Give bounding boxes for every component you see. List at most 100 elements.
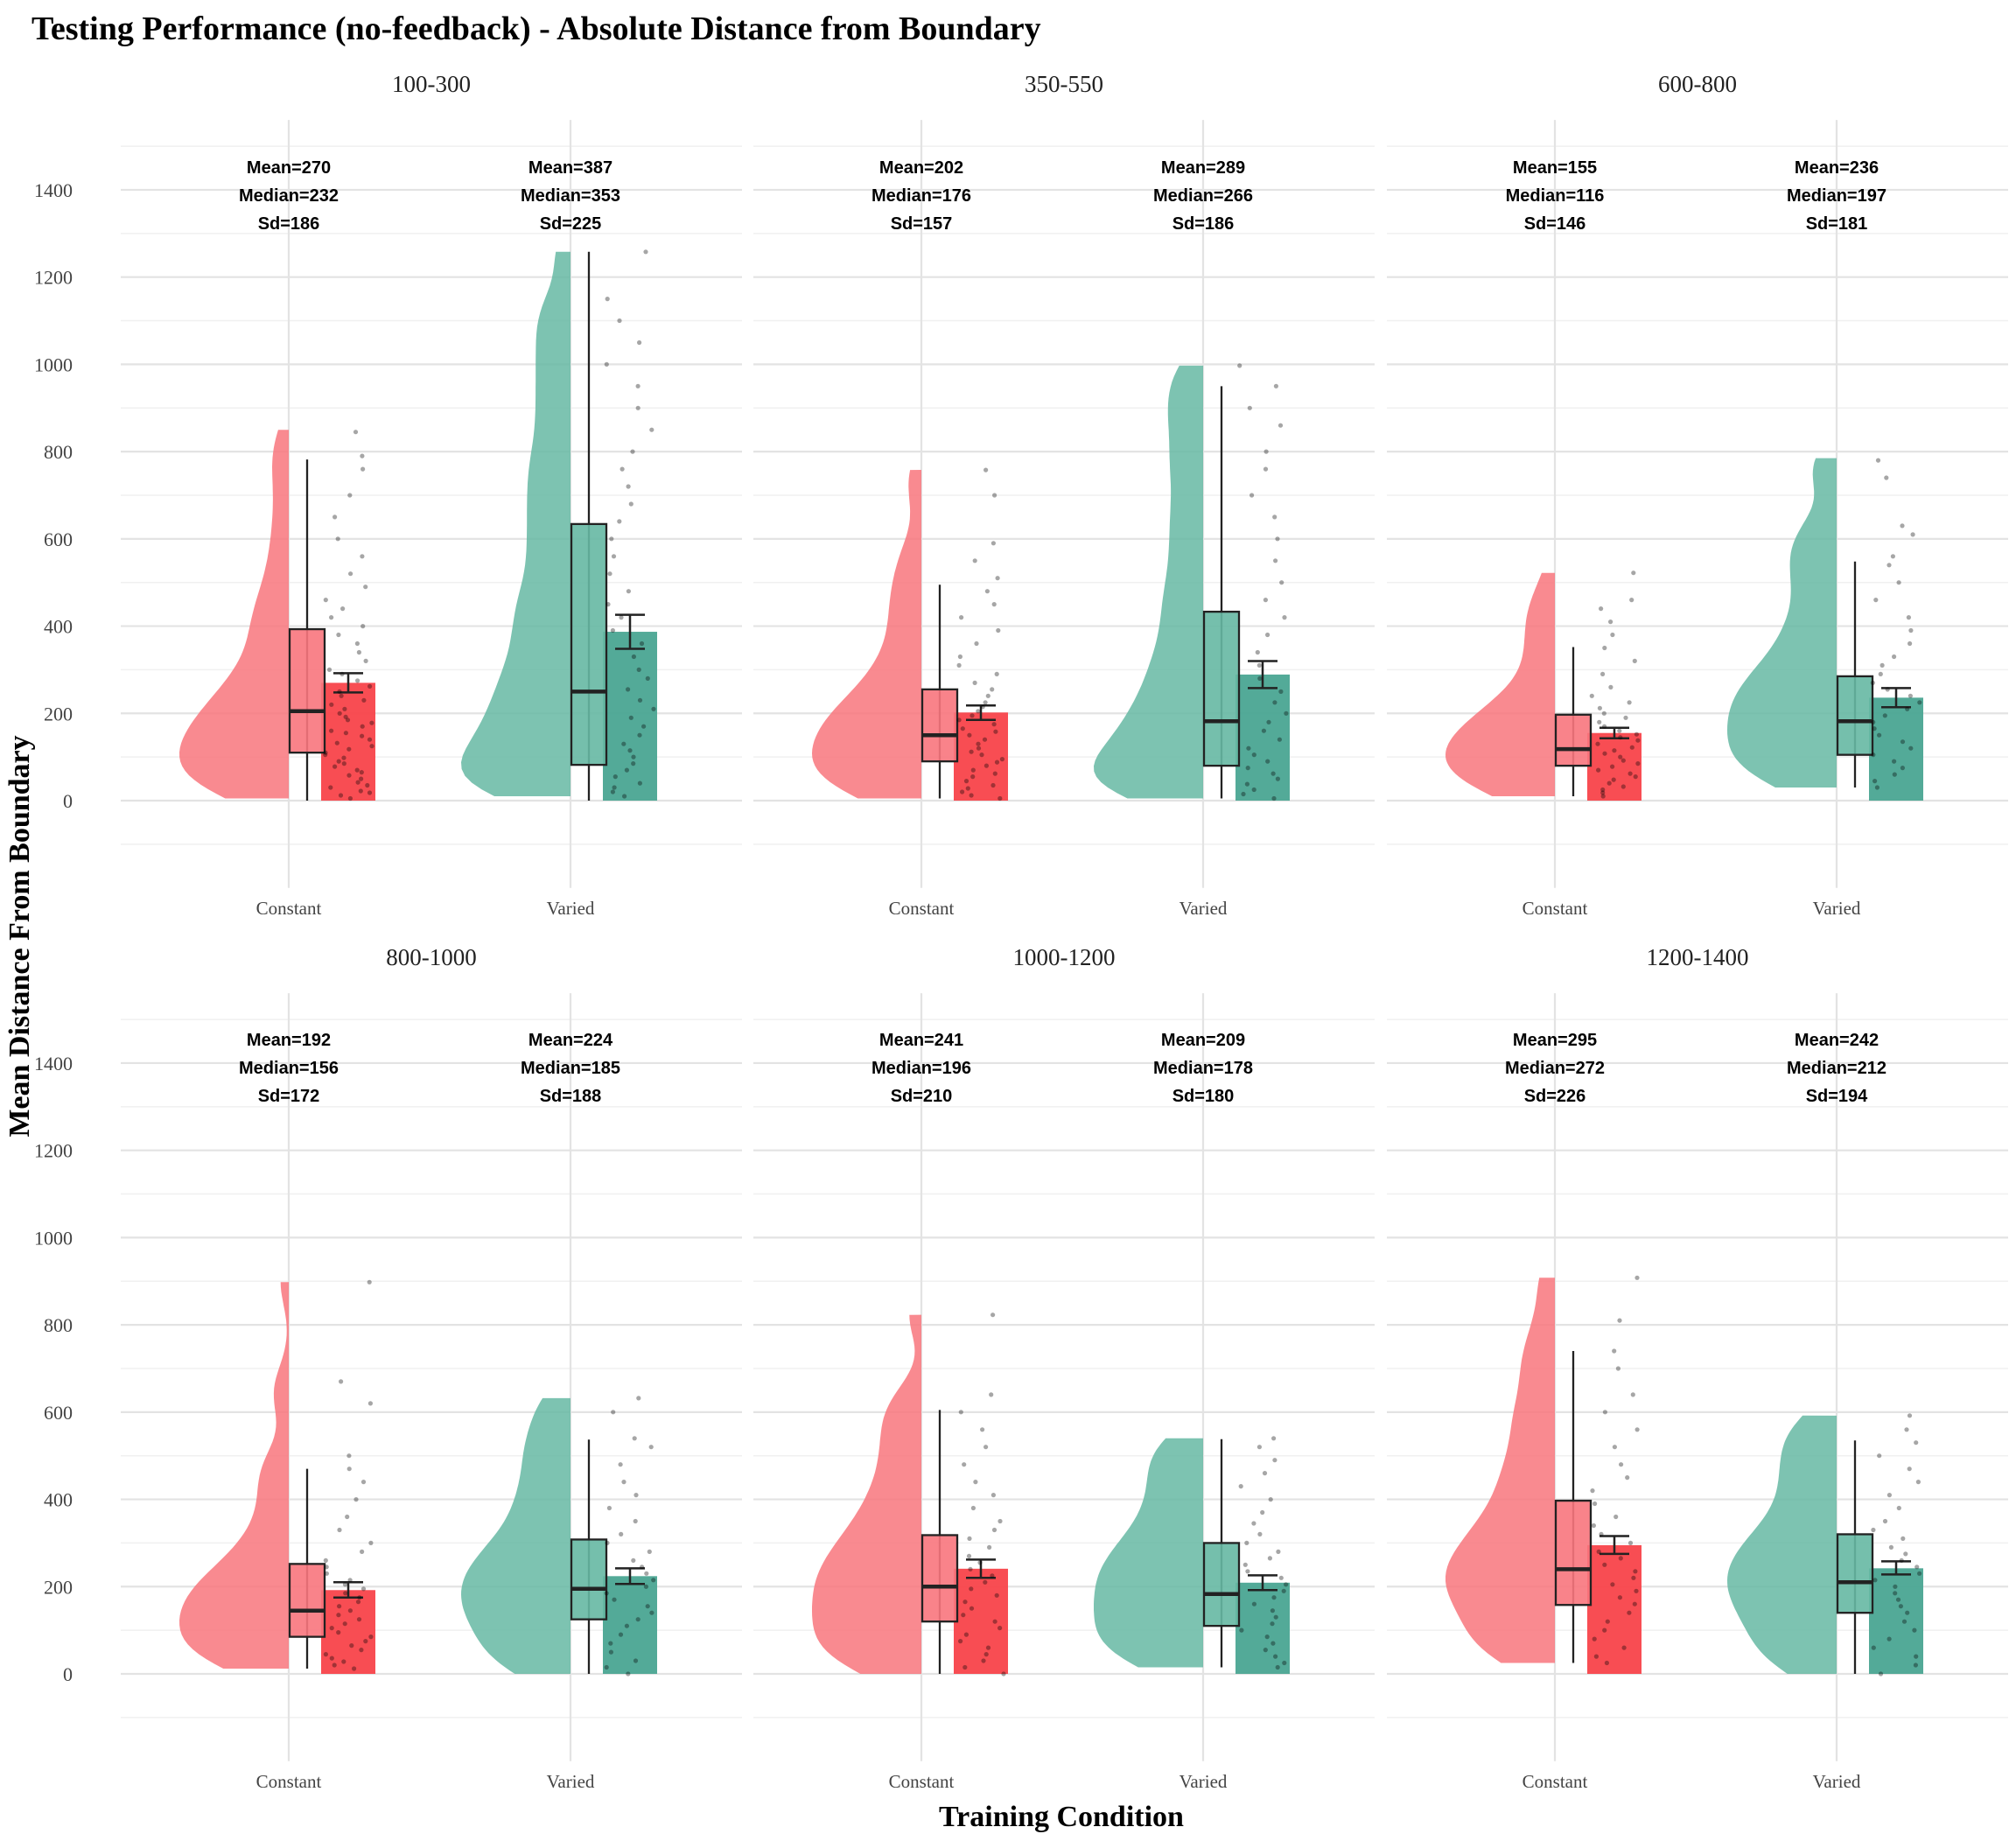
y-tick-label: 1200 bbox=[34, 267, 73, 289]
data-point bbox=[336, 759, 341, 764]
data-point bbox=[631, 654, 637, 660]
data-point bbox=[624, 767, 630, 773]
y-tick-label: 400 bbox=[44, 616, 73, 638]
data-point bbox=[328, 785, 333, 790]
x-tick-label: Varied bbox=[547, 1771, 595, 1792]
stats-label: Sd=146 bbox=[1524, 214, 1586, 234]
stats-label: Median=353 bbox=[521, 186, 620, 206]
data-point bbox=[368, 683, 373, 690]
data-point bbox=[1263, 466, 1269, 472]
panel-1200-1400: 1200-1400 Constant Mean=295 Median=272 Sd=22… bbox=[1387, 944, 2008, 1792]
data-point bbox=[990, 541, 996, 546]
data-point bbox=[1893, 1584, 1898, 1589]
data-point bbox=[368, 1634, 374, 1640]
x-axis-title: Training Condition bbox=[939, 1801, 1184, 1833]
data-point bbox=[1275, 536, 1280, 542]
data-point bbox=[990, 782, 996, 788]
data-point bbox=[1281, 1588, 1286, 1593]
data-point bbox=[1241, 791, 1246, 797]
data-point bbox=[1878, 1671, 1884, 1676]
data-point bbox=[974, 640, 979, 647]
half-violin bbox=[1727, 1415, 1837, 1674]
data-point bbox=[631, 1558, 636, 1563]
data-point bbox=[1262, 1471, 1268, 1476]
data-point bbox=[369, 744, 374, 749]
data-point bbox=[1270, 771, 1276, 776]
data-point bbox=[1599, 606, 1604, 612]
data-point bbox=[337, 689, 342, 695]
data-point bbox=[643, 249, 648, 255]
data-point bbox=[643, 1584, 649, 1589]
data-point bbox=[1628, 771, 1633, 776]
data-point bbox=[991, 602, 997, 607]
data-point bbox=[962, 1462, 967, 1467]
data-point bbox=[323, 750, 328, 755]
data-point bbox=[609, 536, 614, 542]
data-point bbox=[1611, 777, 1616, 782]
y-tick-label: 800 bbox=[44, 441, 73, 463]
data-point bbox=[610, 627, 616, 634]
data-point bbox=[1882, 1518, 1888, 1524]
data-point bbox=[639, 640, 645, 647]
half-violin bbox=[812, 1314, 921, 1674]
data-point bbox=[984, 589, 990, 594]
mean-bar bbox=[1236, 674, 1290, 801]
data-point bbox=[323, 598, 328, 603]
data-point bbox=[649, 1610, 654, 1615]
data-point bbox=[965, 786, 970, 791]
half-violin bbox=[1727, 458, 1837, 788]
data-point bbox=[1273, 1614, 1278, 1620]
mean-bar bbox=[321, 1590, 375, 1674]
x-tick-label: Varied bbox=[547, 898, 595, 919]
data-point bbox=[967, 1536, 972, 1541]
data-point bbox=[1247, 405, 1252, 410]
data-point bbox=[1602, 751, 1607, 756]
data-point bbox=[1261, 728, 1266, 733]
data-point bbox=[651, 706, 656, 711]
data-point bbox=[632, 1436, 637, 1441]
data-point bbox=[983, 700, 988, 705]
data-point bbox=[1282, 1660, 1287, 1666]
data-point bbox=[984, 1652, 989, 1657]
data-point bbox=[341, 761, 346, 766]
stats-label: Median=272 bbox=[1505, 1059, 1605, 1078]
data-point bbox=[341, 1659, 346, 1664]
data-point bbox=[1631, 1575, 1636, 1580]
data-point bbox=[644, 1571, 649, 1576]
stats-label: Sd=172 bbox=[258, 1087, 320, 1106]
data-point bbox=[365, 782, 370, 788]
data-point bbox=[1627, 1610, 1632, 1615]
panel-strip-title: 100-300 bbox=[392, 71, 471, 97]
data-point bbox=[1618, 735, 1623, 740]
stats-label: Median=212 bbox=[1787, 1059, 1886, 1078]
data-point bbox=[1592, 1501, 1598, 1507]
data-point bbox=[1629, 598, 1634, 603]
data-point bbox=[340, 606, 346, 612]
data-point bbox=[1256, 1445, 1262, 1450]
data-point bbox=[604, 1664, 609, 1670]
data-point bbox=[361, 697, 367, 703]
data-point bbox=[345, 718, 351, 723]
box-iqr bbox=[1202, 610, 1241, 767]
data-point bbox=[360, 1586, 367, 1592]
x-tick-label: Constant bbox=[889, 898, 955, 919]
data-point bbox=[1873, 598, 1879, 603]
stats-label: Sd=180 bbox=[1172, 1087, 1235, 1106]
data-point bbox=[1596, 767, 1601, 773]
data-point bbox=[631, 754, 636, 760]
data-point bbox=[1273, 1654, 1278, 1659]
data-point bbox=[1877, 1453, 1882, 1459]
half-violin bbox=[1094, 365, 1203, 799]
y-tick-label: 0 bbox=[63, 790, 73, 812]
data-point bbox=[1599, 1531, 1604, 1536]
stats-label: Mean=236 bbox=[1795, 158, 1879, 178]
data-point bbox=[633, 1658, 639, 1663]
data-point bbox=[1272, 700, 1278, 705]
data-point bbox=[1630, 1392, 1635, 1397]
panel-100-300: 0 200 400 600 800 1000 1200 1400 100-300 Constant… bbox=[34, 71, 742, 919]
y-tick-label: 1400 bbox=[34, 1053, 73, 1074]
data-point bbox=[958, 1410, 963, 1415]
data-point bbox=[332, 1662, 337, 1668]
data-point bbox=[1271, 795, 1277, 802]
data-point bbox=[617, 519, 622, 524]
